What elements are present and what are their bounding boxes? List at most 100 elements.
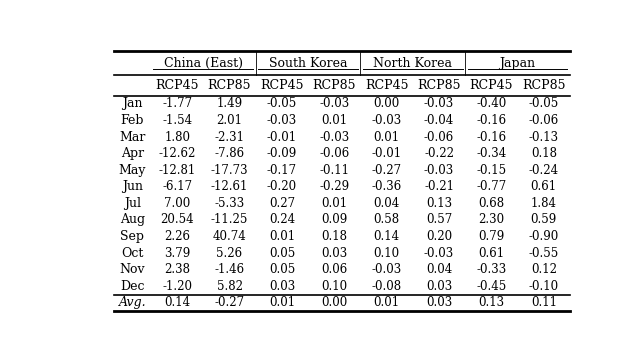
Text: 0.05: 0.05: [269, 263, 295, 276]
Text: -0.03: -0.03: [266, 114, 297, 127]
Text: -1.20: -1.20: [162, 280, 192, 293]
Text: -0.13: -0.13: [529, 131, 559, 144]
Text: 0.01: 0.01: [269, 297, 295, 309]
Text: -0.27: -0.27: [371, 164, 402, 177]
Text: -0.06: -0.06: [529, 114, 559, 127]
Text: 0.11: 0.11: [531, 297, 556, 309]
Text: 2.01: 2.01: [216, 114, 242, 127]
Text: 7.00: 7.00: [164, 197, 190, 210]
Text: -0.16: -0.16: [476, 131, 506, 144]
Text: -0.45: -0.45: [476, 280, 506, 293]
Text: -0.03: -0.03: [424, 164, 454, 177]
Text: South Korea: South Korea: [269, 57, 347, 70]
Text: Japan: Japan: [499, 57, 536, 70]
Text: -0.55: -0.55: [529, 247, 559, 260]
Text: -0.03: -0.03: [319, 131, 349, 144]
Text: Jun: Jun: [122, 180, 143, 194]
Text: -0.09: -0.09: [266, 147, 297, 160]
Text: -0.01: -0.01: [371, 147, 402, 160]
Text: 40.74: 40.74: [212, 230, 246, 243]
Text: -0.03: -0.03: [371, 263, 402, 276]
Text: -0.24: -0.24: [529, 164, 559, 177]
Text: -12.81: -12.81: [158, 164, 196, 177]
Text: -0.22: -0.22: [424, 147, 454, 160]
Text: -0.03: -0.03: [424, 247, 454, 260]
Text: -11.25: -11.25: [211, 214, 248, 227]
Text: Sep: Sep: [120, 230, 144, 243]
Text: 0.14: 0.14: [373, 230, 399, 243]
Text: 0.09: 0.09: [321, 214, 347, 227]
Text: -0.03: -0.03: [371, 114, 402, 127]
Text: Apr: Apr: [121, 147, 144, 160]
Text: -0.34: -0.34: [476, 147, 506, 160]
Text: 0.10: 0.10: [373, 247, 399, 260]
Text: 0.27: 0.27: [269, 197, 295, 210]
Text: 0.04: 0.04: [426, 263, 452, 276]
Text: -0.33: -0.33: [476, 263, 506, 276]
Text: -0.04: -0.04: [424, 114, 454, 127]
Text: Feb: Feb: [121, 114, 144, 127]
Text: 0.01: 0.01: [373, 131, 399, 144]
Text: -17.73: -17.73: [211, 164, 248, 177]
Text: Dec: Dec: [120, 280, 145, 293]
Text: 0.01: 0.01: [321, 114, 347, 127]
Text: 0.03: 0.03: [426, 280, 452, 293]
Text: -7.86: -7.86: [214, 147, 245, 160]
Text: 0.61: 0.61: [530, 180, 556, 194]
Text: -0.20: -0.20: [267, 180, 297, 194]
Text: 0.12: 0.12: [531, 263, 556, 276]
Text: -0.21: -0.21: [424, 180, 454, 194]
Text: -2.31: -2.31: [214, 131, 244, 144]
Text: -0.29: -0.29: [319, 180, 349, 194]
Text: -0.06: -0.06: [319, 147, 349, 160]
Text: -12.61: -12.61: [211, 180, 248, 194]
Text: -0.17: -0.17: [267, 164, 297, 177]
Text: 3.79: 3.79: [164, 247, 190, 260]
Text: China (East): China (East): [164, 57, 243, 70]
Text: 0.61: 0.61: [478, 247, 504, 260]
Text: Mar: Mar: [120, 131, 146, 144]
Text: 0.04: 0.04: [373, 197, 400, 210]
Text: RCP85: RCP85: [522, 79, 565, 92]
Text: 0.18: 0.18: [321, 230, 347, 243]
Text: 0.03: 0.03: [426, 297, 452, 309]
Text: -1.77: -1.77: [162, 97, 192, 111]
Text: Jan: Jan: [122, 97, 142, 111]
Text: RCP45: RCP45: [260, 79, 303, 92]
Text: Nov: Nov: [120, 263, 145, 276]
Text: Avg.: Avg.: [119, 297, 146, 309]
Text: -0.16: -0.16: [476, 114, 506, 127]
Text: -0.10: -0.10: [529, 280, 559, 293]
Text: -1.46: -1.46: [214, 263, 245, 276]
Text: Jul: Jul: [124, 197, 141, 210]
Text: 0.58: 0.58: [373, 214, 399, 227]
Text: 0.03: 0.03: [269, 280, 295, 293]
Text: 0.03: 0.03: [321, 247, 347, 260]
Text: 0.01: 0.01: [269, 230, 295, 243]
Text: 1.80: 1.80: [164, 131, 190, 144]
Text: 0.79: 0.79: [478, 230, 504, 243]
Text: 5.82: 5.82: [216, 280, 242, 293]
Text: 0.00: 0.00: [373, 97, 400, 111]
Text: -0.08: -0.08: [371, 280, 402, 293]
Text: 0.20: 0.20: [426, 230, 452, 243]
Text: 20.54: 20.54: [160, 214, 194, 227]
Text: -12.62: -12.62: [158, 147, 196, 160]
Text: -1.54: -1.54: [162, 114, 192, 127]
Text: RCP85: RCP85: [312, 79, 356, 92]
Text: 2.26: 2.26: [164, 230, 190, 243]
Text: 0.13: 0.13: [478, 297, 504, 309]
Text: 0.00: 0.00: [321, 297, 347, 309]
Text: RCP85: RCP85: [208, 79, 251, 92]
Text: RCP45: RCP45: [469, 79, 513, 92]
Text: 0.57: 0.57: [426, 214, 452, 227]
Text: 0.68: 0.68: [478, 197, 504, 210]
Text: -6.17: -6.17: [162, 180, 192, 194]
Text: -0.27: -0.27: [214, 297, 245, 309]
Text: RCP85: RCP85: [417, 79, 460, 92]
Text: -0.03: -0.03: [424, 97, 454, 111]
Text: 0.59: 0.59: [530, 214, 557, 227]
Text: 2.30: 2.30: [478, 214, 504, 227]
Text: RCP45: RCP45: [365, 79, 408, 92]
Text: 1.49: 1.49: [216, 97, 242, 111]
